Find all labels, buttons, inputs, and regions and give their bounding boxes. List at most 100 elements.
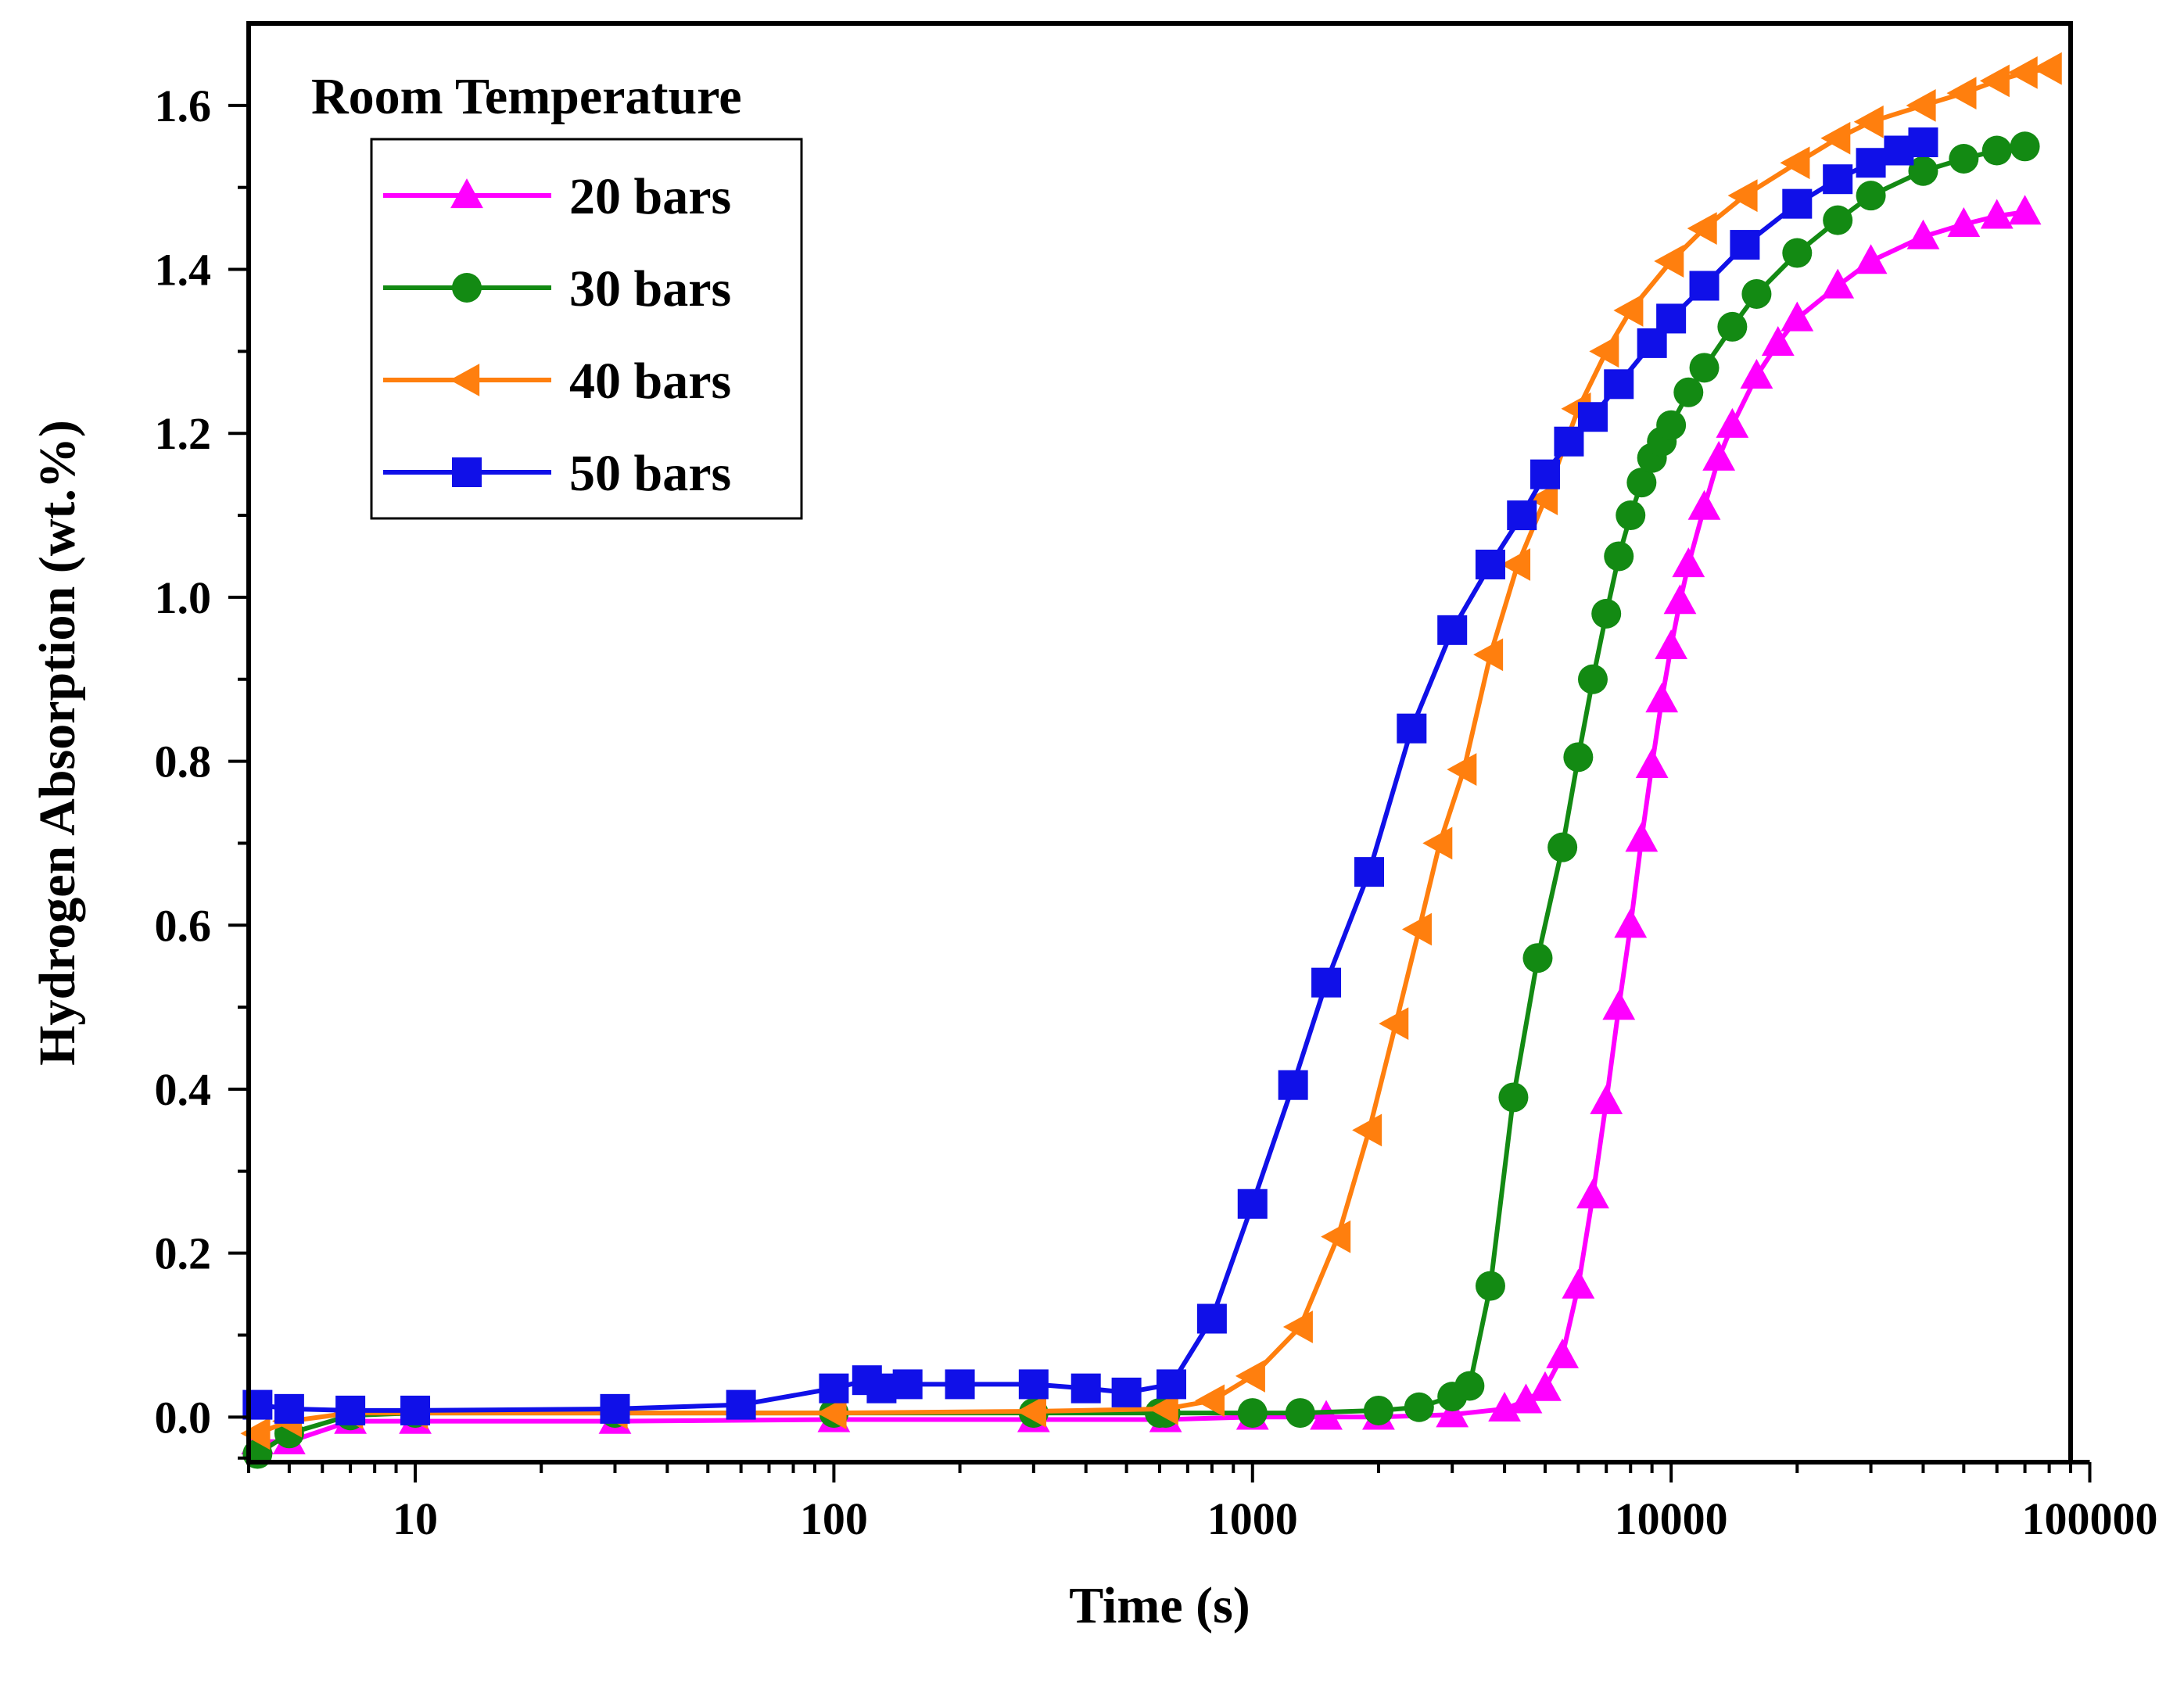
data-point [1655, 629, 1688, 659]
data-point [1626, 468, 1657, 498]
y-tick-label: 0.0 [155, 1392, 212, 1443]
data-point [1473, 638, 1504, 672]
data-point [1437, 615, 1468, 645]
legend-item: 20 bars [383, 168, 731, 225]
data-point [1285, 1398, 1315, 1429]
legend-marker [452, 273, 482, 303]
data-point [1625, 822, 1659, 852]
data-point [1591, 598, 1622, 629]
y-tick-label: 1.0 [155, 572, 212, 623]
chart-annotation: Room Temperature [311, 68, 742, 125]
data-point [240, 1417, 271, 1450]
data-point [1727, 179, 1758, 213]
data-point [2008, 195, 2042, 225]
series-layer [240, 52, 2062, 1469]
data-point [1509, 1383, 1543, 1414]
data-point [1741, 278, 1772, 309]
y-tick-label: 0.6 [155, 900, 212, 951]
data-point [1354, 857, 1385, 887]
data-point [1673, 377, 1704, 407]
data-point [1547, 832, 1578, 862]
data-point [2032, 52, 2062, 85]
data-point [1853, 105, 1884, 138]
data-point [1404, 1392, 1434, 1422]
y-tick-label: 1.2 [155, 408, 212, 459]
data-point [1981, 135, 2012, 166]
data-point [1761, 326, 1795, 357]
data-point [1363, 1395, 1393, 1425]
data-point [1018, 1369, 1049, 1400]
data-point [1529, 1371, 1562, 1401]
data-point [1663, 584, 1697, 615]
data-point [1645, 683, 1679, 713]
legend-label: 50 bars [569, 445, 731, 502]
data-point [1111, 1377, 1142, 1407]
data-point [600, 1393, 630, 1424]
data-point [1656, 303, 1687, 334]
data-point [1563, 742, 1594, 773]
data-point [1447, 753, 1477, 786]
data-point [1616, 500, 1646, 531]
data-point [2007, 56, 2038, 89]
data-point [819, 1373, 849, 1404]
data-point [1823, 164, 1853, 195]
legend-item: 30 bars [383, 260, 731, 317]
series-3 [240, 52, 2062, 1450]
data-point [892, 1369, 923, 1400]
data-point [1604, 541, 1634, 572]
data-point [1856, 181, 1886, 211]
data-point [1576, 1178, 1609, 1209]
data-point [1980, 199, 2014, 229]
data-point [1278, 1070, 1308, 1100]
data-point [1908, 156, 1938, 186]
data-point [2010, 131, 2040, 162]
data-point [1196, 1303, 1227, 1334]
data-point [1310, 1400, 1343, 1430]
data-point [1577, 402, 1608, 432]
data-point [1016, 1395, 1046, 1428]
data-point [1475, 549, 1505, 579]
data-point [1235, 1360, 1265, 1393]
data-point [1237, 1398, 1268, 1429]
data-point [1237, 1188, 1268, 1219]
data-point [1311, 967, 1342, 998]
data-point [1716, 407, 1749, 438]
data-point [1401, 912, 1432, 946]
data-point [1070, 1373, 1101, 1404]
data-point [1946, 77, 1977, 110]
data-point [1782, 188, 1813, 219]
data-point [1672, 547, 1705, 578]
data-point [1687, 212, 1717, 246]
data-point [1321, 1220, 1351, 1253]
data-point [1906, 219, 1940, 249]
y-axis-title: Hydrogen Absorption (wt.%) [29, 420, 86, 1066]
data-point [1613, 294, 1644, 327]
legend-label: 40 bars [569, 353, 731, 410]
legend-item: 50 bars [383, 445, 731, 502]
legend-box [370, 138, 803, 520]
legend-marker [452, 457, 482, 487]
data-point [1577, 664, 1608, 694]
y-axis: 0.0 0.2 0.4 0.6 0.8 1.0 1.2 1.4 1.6 [155, 81, 249, 1460]
y-tick-label: 0.4 [155, 1064, 212, 1115]
data-point [1717, 311, 1748, 342]
data-point [1856, 148, 1886, 178]
data-point [816, 1396, 847, 1429]
data-point [335, 1395, 366, 1425]
data-point [1148, 1392, 1178, 1425]
data-point [1522, 943, 1553, 973]
legend: 20 bars 30 bars 40 bars 50 bars [370, 138, 803, 520]
data-point [274, 1393, 304, 1424]
data-point [1820, 121, 1851, 155]
data-point [1157, 1369, 1187, 1400]
x-tick-label: 10000 [1615, 1493, 1728, 1544]
data-point [1780, 146, 1810, 180]
legend-marker [450, 178, 483, 209]
data-point [1821, 268, 1855, 299]
data-point [1730, 230, 1760, 260]
data-point [1501, 548, 1531, 581]
data-point [1823, 205, 1853, 235]
data-point [866, 1373, 897, 1404]
data-point [1781, 301, 1814, 332]
data-point [1654, 245, 1684, 278]
